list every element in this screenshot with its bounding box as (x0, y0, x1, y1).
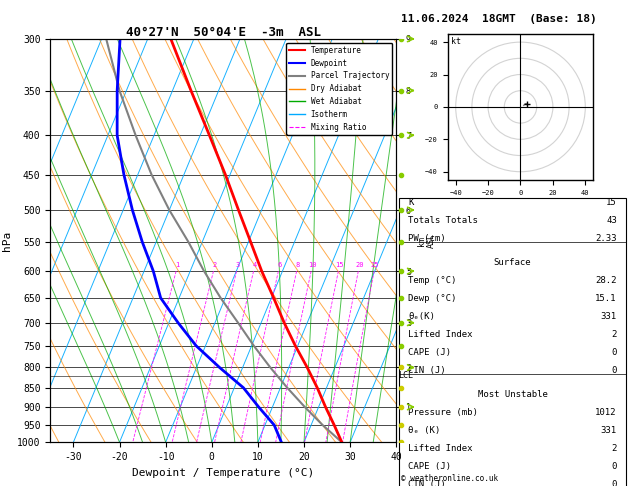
Text: 2.33: 2.33 (595, 234, 617, 243)
Text: 11.06.2024  18GMT  (Base: 18): 11.06.2024 18GMT (Base: 18) (401, 14, 597, 24)
Text: Most Unstable: Most Unstable (477, 390, 548, 399)
Text: 15.1: 15.1 (595, 294, 617, 303)
Text: 331: 331 (601, 426, 617, 435)
Text: 28.2: 28.2 (595, 276, 617, 285)
Text: 6: 6 (277, 262, 282, 268)
Text: Surface: Surface (494, 258, 532, 267)
Text: 2: 2 (213, 262, 217, 268)
Text: CIN (J): CIN (J) (408, 480, 446, 486)
Text: θₑ (K): θₑ (K) (408, 426, 441, 435)
Text: 4: 4 (253, 262, 257, 268)
Text: © weatheronline.co.uk: © weatheronline.co.uk (401, 474, 498, 483)
Text: 0: 0 (611, 462, 617, 471)
Text: CIN (J): CIN (J) (408, 366, 446, 375)
Text: Lifted Index: Lifted Index (408, 330, 473, 339)
Text: θₑ(K): θₑ(K) (408, 312, 435, 321)
Text: 10: 10 (308, 262, 316, 268)
Text: K: K (408, 198, 414, 208)
Text: 3: 3 (236, 262, 240, 268)
Text: 15: 15 (606, 198, 617, 208)
Text: 2: 2 (611, 330, 617, 339)
Text: 20: 20 (355, 262, 364, 268)
Text: Pressure (mb): Pressure (mb) (408, 408, 478, 417)
Text: 43: 43 (606, 216, 617, 226)
Legend: Temperature, Dewpoint, Parcel Trajectory, Dry Adiabat, Wet Adiabat, Isotherm, Mi: Temperature, Dewpoint, Parcel Trajectory… (286, 43, 392, 135)
Text: 15: 15 (335, 262, 344, 268)
Text: kt: kt (451, 37, 461, 46)
Text: Dewp (°C): Dewp (°C) (408, 294, 457, 303)
Text: 1012: 1012 (595, 408, 617, 417)
Text: Lifted Index: Lifted Index (408, 444, 473, 453)
Text: LCL: LCL (398, 371, 413, 380)
Title: 40°27'N  50°04'E  -3m  ASL: 40°27'N 50°04'E -3m ASL (126, 26, 321, 39)
Text: CAPE (J): CAPE (J) (408, 462, 452, 471)
Text: 331: 331 (601, 312, 617, 321)
Text: 0: 0 (611, 348, 617, 357)
Text: 1: 1 (175, 262, 180, 268)
Y-axis label: hPa: hPa (1, 230, 11, 251)
Text: 0: 0 (611, 366, 617, 375)
Text: 2: 2 (611, 444, 617, 453)
Text: 25: 25 (371, 262, 379, 268)
Text: CAPE (J): CAPE (J) (408, 348, 452, 357)
Text: 0: 0 (611, 480, 617, 486)
X-axis label: Dewpoint / Temperature (°C): Dewpoint / Temperature (°C) (132, 468, 314, 478)
Text: Temp (°C): Temp (°C) (408, 276, 457, 285)
Text: PW (cm): PW (cm) (408, 234, 446, 243)
Y-axis label: km
ASL: km ASL (416, 233, 436, 248)
Text: 8: 8 (296, 262, 300, 268)
Text: Totals Totals: Totals Totals (408, 216, 478, 226)
